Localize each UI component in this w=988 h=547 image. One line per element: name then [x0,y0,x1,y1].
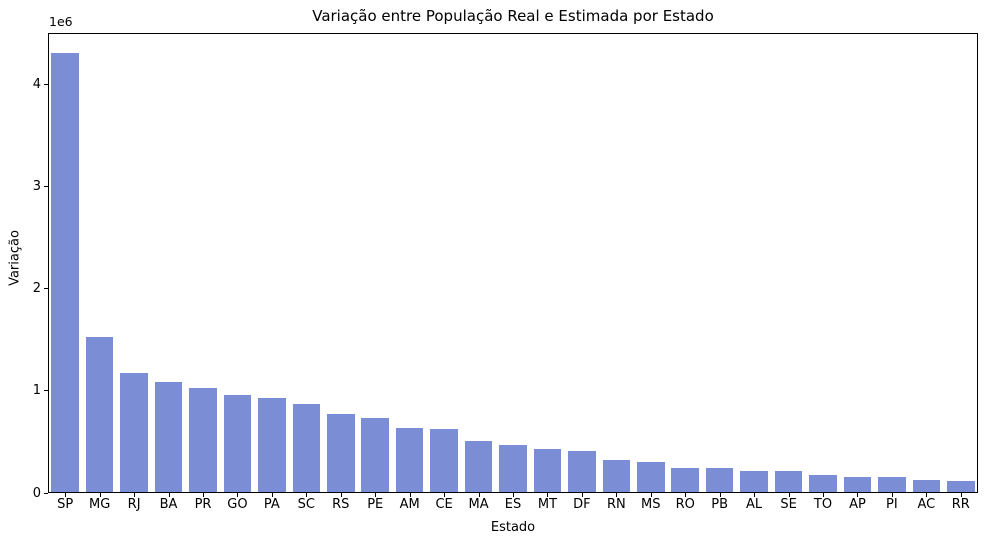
bar-BA [154,381,183,493]
bar-PI [878,477,906,493]
x-tick-label-MT: MT [537,497,558,512]
x-tick-label-CE: CE [435,497,453,512]
bar-RJ [120,373,148,493]
bar-SP [51,53,79,493]
x-tick-label-AC: AC [917,497,936,512]
x-tick-mark-GO [237,493,239,497]
x-tick-label-AM: AM [399,497,420,512]
x-tick-label-AL: AL [746,497,763,512]
bar-MA [464,441,493,493]
x-tick-mark-MG [99,493,101,497]
bar-AP [843,476,872,493]
bar-PE [361,418,389,493]
x-tick-mark-MA [478,493,480,497]
bar-AL [740,471,768,493]
y-axis-label: Variação [7,230,23,286]
x-tick-label-GO: GO [227,497,248,512]
x-axis-label: Estado [490,520,536,535]
x-tick-mark-RR [960,493,962,497]
x-tick-label-RS: RS [332,497,350,512]
x-tick-label-RR: RR [951,497,970,512]
bar-RN [602,460,631,493]
x-tick-mark-DF [581,493,583,497]
bar-SE [774,471,803,493]
bar-RO [671,467,699,493]
y-tick-mark-3 [44,185,48,187]
y-tick-label-1: 1 [32,383,41,399]
bar-SC [292,404,321,493]
x-tick-mark-PR [203,493,204,497]
y-tick-label-4: 4 [32,76,41,92]
x-tick-label-BA: BA [159,497,178,512]
bar-MG [85,336,114,493]
x-tick-mark-SP [65,493,67,497]
x-tick-label-MA: MA [468,497,489,512]
x-tick-label-PA: PA [263,497,280,512]
bar-TO [809,474,837,493]
x-tick-label-RO: RO [675,497,695,512]
x-tick-label-MG: MG [89,497,111,512]
y-axis-offset-text: 1e6 [49,14,73,29]
x-tick-mark-CE [444,493,446,497]
bar-GO [223,394,252,493]
x-tick-label-PI: PI [886,497,898,512]
x-tick-label-AP: AP [849,497,866,512]
bar-PB [705,468,734,493]
x-tick-label-PB: PB [711,497,729,512]
x-tick-mark-TO [823,493,824,497]
x-tick-mark-MT [547,493,549,497]
x-tick-mark-MS [650,493,652,497]
x-tick-mark-PA [271,493,273,497]
x-tick-mark-SE [788,493,790,497]
y-tick-mark-2 [44,288,48,290]
y-tick-mark-1 [44,390,48,392]
x-tick-label-SP: SP [57,497,74,512]
bar-AC [912,480,941,493]
y-tick-label-3: 3 [32,178,41,194]
x-tick-label-DF: DF [573,497,591,512]
y-tick-mark-0 [44,492,48,494]
x-tick-label-MS: MS [641,497,661,512]
bar-PR [189,387,217,493]
bar-RR [947,481,975,493]
bar-MS [637,462,665,493]
x-tick-mark-RO [685,493,687,497]
x-tick-label-PE: PE [367,497,384,512]
x-tick-label-SC: SC [297,497,315,512]
y-tick-label-2: 2 [32,281,41,297]
x-tick-mark-PB [719,493,721,497]
bar-MT [533,448,562,493]
bar-PA [258,397,286,493]
x-tick-mark-ES [513,493,514,497]
x-tick-label-SE: SE [780,497,797,512]
x-tick-mark-RJ [134,493,136,497]
x-tick-mark-AL [754,493,756,497]
x-tick-mark-RS [340,493,342,497]
x-tick-mark-PE [375,493,377,497]
x-tick-mark-PI [891,493,893,497]
x-tick-mark-RN [616,493,618,497]
x-tick-mark-AM [409,493,411,497]
x-tick-label-RJ: RJ [127,497,141,512]
chart-title: Variação entre População Real e Estimada… [312,7,714,25]
bar-ES [499,445,527,493]
x-tick-label-PR: PR [194,497,212,512]
bar-AM [395,427,424,493]
x-tick-mark-AC [926,493,928,497]
x-tick-mark-SC [306,493,308,497]
bar-RS [327,414,355,493]
bar-DF [568,451,596,493]
x-tick-label-TO: TO [813,497,833,512]
bar-CE [430,429,458,493]
x-tick-label-ES: ES [504,497,522,512]
x-tick-label-RN: RN [606,497,626,512]
plot-area [48,33,978,493]
y-tick-label-0: 0 [32,485,41,501]
x-tick-mark-AP [857,493,859,497]
x-tick-mark-BA [168,493,170,497]
y-tick-mark-4 [44,83,48,85]
